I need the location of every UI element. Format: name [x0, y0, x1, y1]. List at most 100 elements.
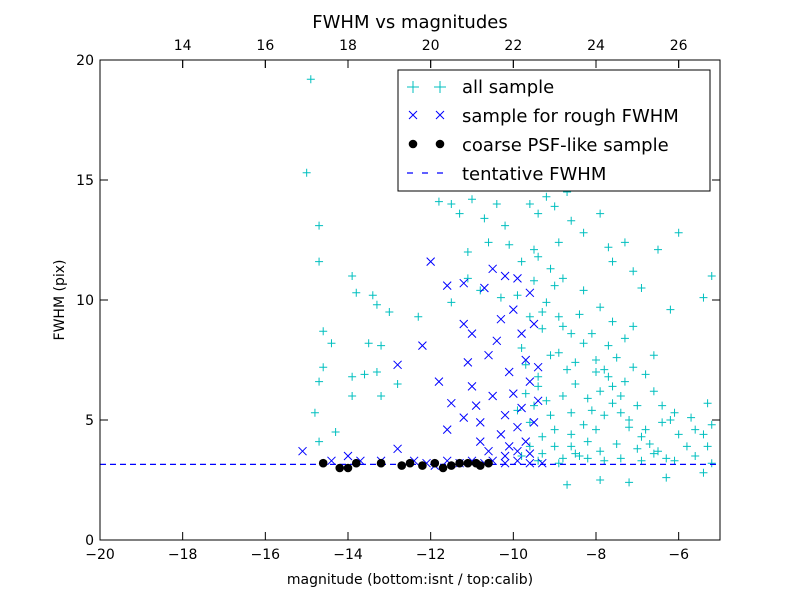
data-point-series-0-26 [447, 200, 456, 208]
data-point-series-0-42 [550, 202, 559, 211]
data-point-series-1-20 [426, 257, 436, 266]
data-point-series-0-11 [348, 272, 357, 280]
data-point-series-0-112 [691, 452, 700, 460]
data-point-series-0-134 [579, 286, 588, 295]
data-point-series-0-66 [707, 459, 716, 468]
data-point-series-0-59 [629, 322, 638, 331]
data-point-series-0-115 [633, 444, 642, 453]
x-tick-label-2: −16 [251, 547, 281, 563]
plot-area [100, 75, 720, 489]
data-point-series-0-122 [583, 394, 592, 403]
data-point-series-0-148 [534, 382, 543, 391]
data-point-series-2-12 [463, 458, 473, 468]
data-point-series-0-162 [567, 442, 576, 451]
data-point-series-1-1 [327, 456, 336, 466]
data-point-series-0-163 [550, 425, 559, 434]
data-point-series-0-48 [596, 209, 605, 218]
y-tick-label-2: 10 [76, 293, 94, 309]
data-point-series-0-53 [707, 272, 716, 280]
data-point-series-0-128 [587, 329, 596, 338]
data-point-series-0-60 [649, 351, 658, 360]
data-point-series-0-15 [368, 291, 377, 300]
data-point-series-1-16 [525, 458, 535, 468]
data-point-series-0-23 [385, 308, 394, 316]
legend-marker-all-sample [407, 81, 446, 93]
data-point-series-0-52 [674, 228, 683, 237]
data-point-series-0-144 [604, 372, 613, 381]
data-point-series-1-15 [513, 456, 522, 466]
data-point-series-0-150 [571, 358, 580, 367]
data-point-series-1-49 [521, 437, 531, 446]
data-point-series-0-131 [620, 334, 629, 343]
data-point-series-0-24 [414, 312, 423, 321]
data-point-series-0-142 [587, 406, 596, 415]
data-point-series-0-164 [517, 344, 526, 352]
data-point-series-0-129 [604, 341, 613, 350]
data-point-series-0-147 [542, 396, 551, 405]
top-tick-label-1: 16 [256, 38, 274, 54]
x-tick-label-4: −12 [416, 547, 446, 563]
data-point-series-0-46 [530, 245, 538, 254]
data-point-series-0-121 [517, 452, 526, 460]
data-point-series-2-14 [475, 461, 485, 470]
data-point-series-1-60 [500, 451, 510, 461]
data-point-series-0-117 [596, 447, 605, 456]
chart-title: FWHM vs magnitudes [312, 12, 507, 33]
legend-label-rough-fwhm: sample for rough FWHM [462, 106, 679, 127]
data-point-series-0-51 [654, 245, 662, 254]
data-point-series-0-61 [563, 480, 572, 489]
data-point-series-1-29 [471, 401, 481, 410]
legend-label-all-sample: all sample [462, 77, 554, 98]
y-tick-label-1: 5 [85, 413, 94, 429]
data-point-series-0-90 [538, 324, 547, 333]
data-point-series-0-96 [538, 432, 547, 441]
data-point-series-1-19 [418, 341, 427, 350]
data-point-series-0-111 [682, 442, 691, 451]
data-point-series-0-62 [596, 476, 605, 484]
data-point-series-0-110 [674, 430, 683, 439]
data-point-series-1-57 [459, 413, 469, 422]
data-point-series-0-1 [302, 168, 311, 177]
data-point-series-0-151 [592, 368, 600, 376]
data-point-series-0-56 [637, 284, 646, 292]
data-point-series-0-106 [641, 370, 650, 379]
data-point-series-0-113 [670, 456, 679, 465]
top-tick-label-2: 18 [339, 38, 357, 54]
data-point-series-1-44 [513, 274, 522, 283]
data-point-series-1-35 [492, 336, 502, 346]
data-point-series-0-130 [612, 353, 621, 362]
data-point-series-0-132 [608, 317, 617, 326]
data-point-series-0-125 [554, 348, 563, 357]
data-point-series-0-158 [637, 456, 646, 465]
data-point-series-1-39 [500, 271, 510, 281]
data-point-series-0-73 [670, 408, 679, 417]
data-point-series-0-135 [558, 274, 567, 283]
data-point-series-0-37 [476, 286, 485, 295]
data-point-series-0-57 [699, 293, 708, 302]
data-point-series-0-25 [434, 197, 443, 206]
data-point-series-0-50 [620, 238, 629, 247]
data-point-series-0-160 [600, 456, 609, 465]
data-point-series-0-36 [463, 274, 472, 283]
data-point-series-1-46 [517, 329, 526, 338]
data-point-series-0-159 [616, 454, 625, 463]
data-point-series-2-2 [343, 463, 353, 473]
data-point-series-0-45 [554, 238, 563, 247]
legend-marker-psf-like [408, 139, 445, 149]
data-point-series-0-133 [596, 303, 605, 312]
x-tick-label-6: −8 [586, 547, 607, 563]
data-point-series-0-33 [463, 248, 472, 256]
data-point-series-0-154 [637, 432, 646, 441]
data-point-series-0-99 [571, 449, 580, 458]
data-point-series-1-31 [480, 283, 489, 293]
data-point-series-0-124 [563, 365, 572, 374]
data-point-series-2-10 [447, 461, 456, 470]
data-point-series-0-120 [534, 456, 543, 465]
data-point-series-0-64 [662, 473, 671, 482]
data-point-series-1-40 [504, 367, 514, 377]
data-point-series-0-92 [534, 372, 543, 381]
data-point-series-0-79 [608, 382, 617, 391]
data-point-series-0-68 [699, 430, 708, 439]
data-point-series-1-33 [488, 391, 498, 401]
data-point-series-2-8 [430, 458, 440, 468]
